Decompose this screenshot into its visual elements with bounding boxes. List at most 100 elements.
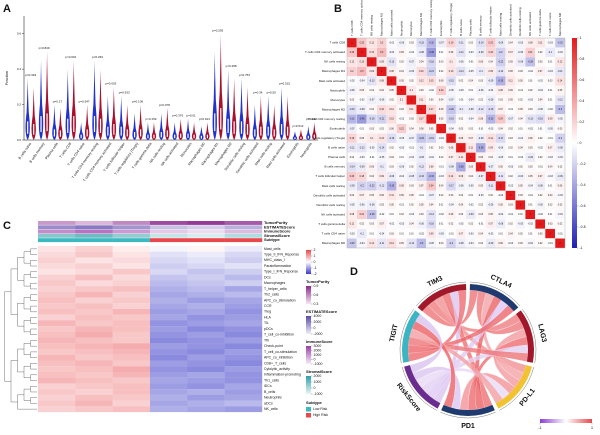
heatmap-cell	[112, 280, 151, 287]
cell-value: 0.1	[410, 90, 414, 92]
node-ring	[470, 281, 521, 307]
heatmap-cell	[224, 389, 263, 395]
row-label: CD8+_T_cells	[264, 361, 286, 365]
node-arc	[402, 310, 420, 363]
colorbar-tick-label: 0	[314, 357, 316, 361]
violin-box	[139, 129, 142, 137]
row-label: Tfh	[264, 338, 269, 342]
heatmap-cell	[112, 394, 151, 401]
cell-value: -0.08	[498, 224, 504, 226]
cell-value: -0.08	[359, 109, 365, 111]
heatmap-cell	[150, 251, 188, 258]
row-label: Parainflammation	[264, 264, 291, 268]
cell-value: -0.08	[468, 109, 474, 111]
cell-value: 1	[540, 224, 542, 226]
cell-value: -0.05	[498, 157, 504, 159]
cell-value: -0.02	[399, 119, 405, 121]
heatmap-cell	[112, 274, 151, 281]
cell-value: 0.03	[508, 205, 513, 207]
cell-value: 0.06	[469, 166, 474, 168]
column-label: Eosinophils	[439, 20, 443, 36]
legend-title: Subtype	[306, 400, 323, 405]
cell-value: 0.06	[439, 109, 444, 111]
heatmap-cell	[150, 383, 188, 390]
cell-value: -0.38	[458, 166, 464, 168]
cell-value: 0.04	[488, 61, 493, 63]
heatmap-cell	[75, 251, 113, 258]
row-label: Th1_cells	[264, 378, 279, 382]
cell-value: 0.05	[479, 186, 484, 188]
node-ring	[399, 309, 414, 364]
heatmap-cell	[187, 263, 225, 269]
dendrogram	[30, 294, 37, 301]
node-arc	[495, 365, 532, 409]
colorbar-tick-label: -2000	[314, 332, 323, 336]
heatmap-cell	[187, 303, 225, 310]
cell-value: 0.03	[518, 195, 523, 197]
cell-value: 0.05	[518, 109, 523, 111]
cell-value: 0.02	[379, 128, 384, 130]
cell-value: 0.12	[370, 42, 375, 44]
row-label: T cells CD4 memory resting	[308, 117, 345, 121]
cell-value: 0.02	[479, 100, 484, 102]
cell-value: 0.06	[439, 81, 444, 83]
cell-value: 0.02	[508, 128, 513, 130]
cell-value: 0.06	[399, 195, 404, 197]
cell-value: -0.1	[360, 233, 365, 235]
violin-box	[286, 126, 289, 136]
legend-title: ESTIMATEScore	[306, 309, 338, 314]
cell-value: 0.01	[370, 233, 375, 235]
heatmap-cell	[150, 257, 188, 264]
cell-value: 0.02	[389, 147, 394, 149]
colorbar-tick-label: 0	[314, 386, 316, 390]
heatmap-cell	[75, 383, 113, 390]
panel-label: D	[350, 266, 358, 278]
cell-value: -0.12	[478, 109, 484, 111]
cell-value: 1	[421, 109, 423, 111]
cell-value: 0.06	[479, 157, 484, 159]
cell-value: 0.03	[558, 128, 563, 130]
row-label: Neutrophils	[264, 396, 282, 400]
colorbar-tick-label: -1	[580, 246, 583, 250]
annotation-cell	[224, 221, 263, 225]
column-label: Macrophages M1	[379, 12, 383, 36]
cell-value: -0.17	[448, 186, 454, 188]
colorbar	[306, 286, 311, 304]
cell-value: -0.03	[548, 42, 554, 44]
cell-value: 0.05	[399, 81, 404, 83]
violin-box	[200, 135, 203, 139]
column-label: B cells memory	[479, 15, 483, 36]
heatmap-cell	[150, 406, 188, 413]
cell-value: -0.09	[349, 186, 355, 188]
cell-value: 0.09	[379, 61, 384, 63]
p-value: p=0.001	[65, 55, 76, 59]
node-arc	[469, 284, 519, 312]
violin	[205, 122, 210, 140]
matrix-frame	[346, 37, 566, 249]
heatmap-cell	[224, 297, 263, 304]
heatmap-cell	[112, 377, 151, 384]
cell-value: 0.04	[399, 71, 404, 73]
column-label: NK cells resting	[370, 15, 374, 36]
node-label: TIM3	[426, 275, 443, 288]
heatmap-cell	[187, 337, 225, 344]
violin	[199, 125, 204, 140]
violin-box	[280, 124, 283, 135]
colorbar-tick-label: 0.3	[314, 302, 319, 306]
cell-value: -0.09	[488, 81, 494, 83]
heatmap-cell	[38, 268, 76, 275]
heatmap-cell	[150, 343, 188, 350]
legend-swatch	[306, 407, 311, 412]
row-label: T cells follicular helper	[315, 174, 345, 178]
cell-value: -0.14	[478, 42, 484, 44]
heatmap-cell	[150, 268, 188, 275]
heatmap-cell	[75, 400, 113, 407]
annotation-cell	[38, 221, 76, 225]
row-label: Check-point	[264, 344, 283, 348]
cell-value: 0.03	[538, 61, 543, 63]
cell-value: 0.01	[439, 224, 444, 226]
cell-value: -0.07	[488, 166, 494, 168]
cell-value: 0.04	[439, 100, 444, 102]
violin	[298, 129, 304, 140]
heatmap-cell	[224, 251, 263, 258]
